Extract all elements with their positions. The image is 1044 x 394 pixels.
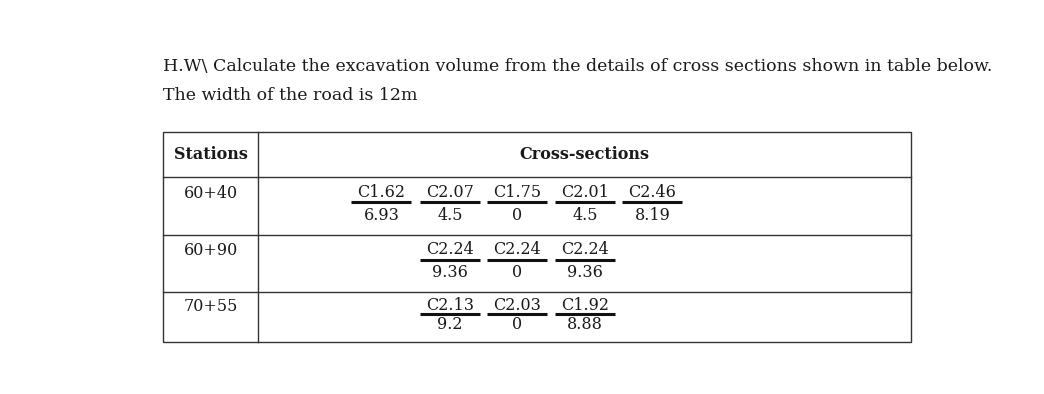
Text: 4.5: 4.5 <box>437 207 462 224</box>
Text: C2.01: C2.01 <box>562 184 609 201</box>
Text: 9.36: 9.36 <box>567 264 603 281</box>
Text: 6.93: 6.93 <box>363 207 399 224</box>
Text: C2.24: C2.24 <box>562 241 609 258</box>
Text: Stations: Stations <box>173 146 247 163</box>
Text: 0: 0 <box>513 264 522 281</box>
Text: 0: 0 <box>513 316 522 333</box>
Text: C2.13: C2.13 <box>426 297 474 314</box>
Text: 8.19: 8.19 <box>635 207 670 224</box>
Text: 4.5: 4.5 <box>572 207 598 224</box>
Text: C1.92: C1.92 <box>562 297 610 314</box>
Text: The width of the road is 12m: The width of the road is 12m <box>163 87 418 104</box>
Text: 9.2: 9.2 <box>437 316 462 333</box>
Text: C2.24: C2.24 <box>494 241 541 258</box>
Text: C2.24: C2.24 <box>426 241 474 258</box>
Text: 0: 0 <box>513 207 522 224</box>
Text: C1.75: C1.75 <box>493 184 541 201</box>
Text: C2.03: C2.03 <box>494 297 541 314</box>
Bar <box>163 132 911 342</box>
Text: 60+40: 60+40 <box>184 185 238 202</box>
Text: Cross-sections: Cross-sections <box>520 146 649 163</box>
Text: 70+55: 70+55 <box>184 298 238 315</box>
Text: C1.62: C1.62 <box>357 184 405 201</box>
Text: H.W\ Calculate the excavation volume from the details of cross sections shown in: H.W\ Calculate the excavation volume fro… <box>163 58 992 75</box>
Text: C2.46: C2.46 <box>628 184 677 201</box>
Text: 60+90: 60+90 <box>184 242 238 259</box>
Text: C2.07: C2.07 <box>426 184 474 201</box>
Text: 8.88: 8.88 <box>567 316 603 333</box>
Text: 9.36: 9.36 <box>432 264 468 281</box>
